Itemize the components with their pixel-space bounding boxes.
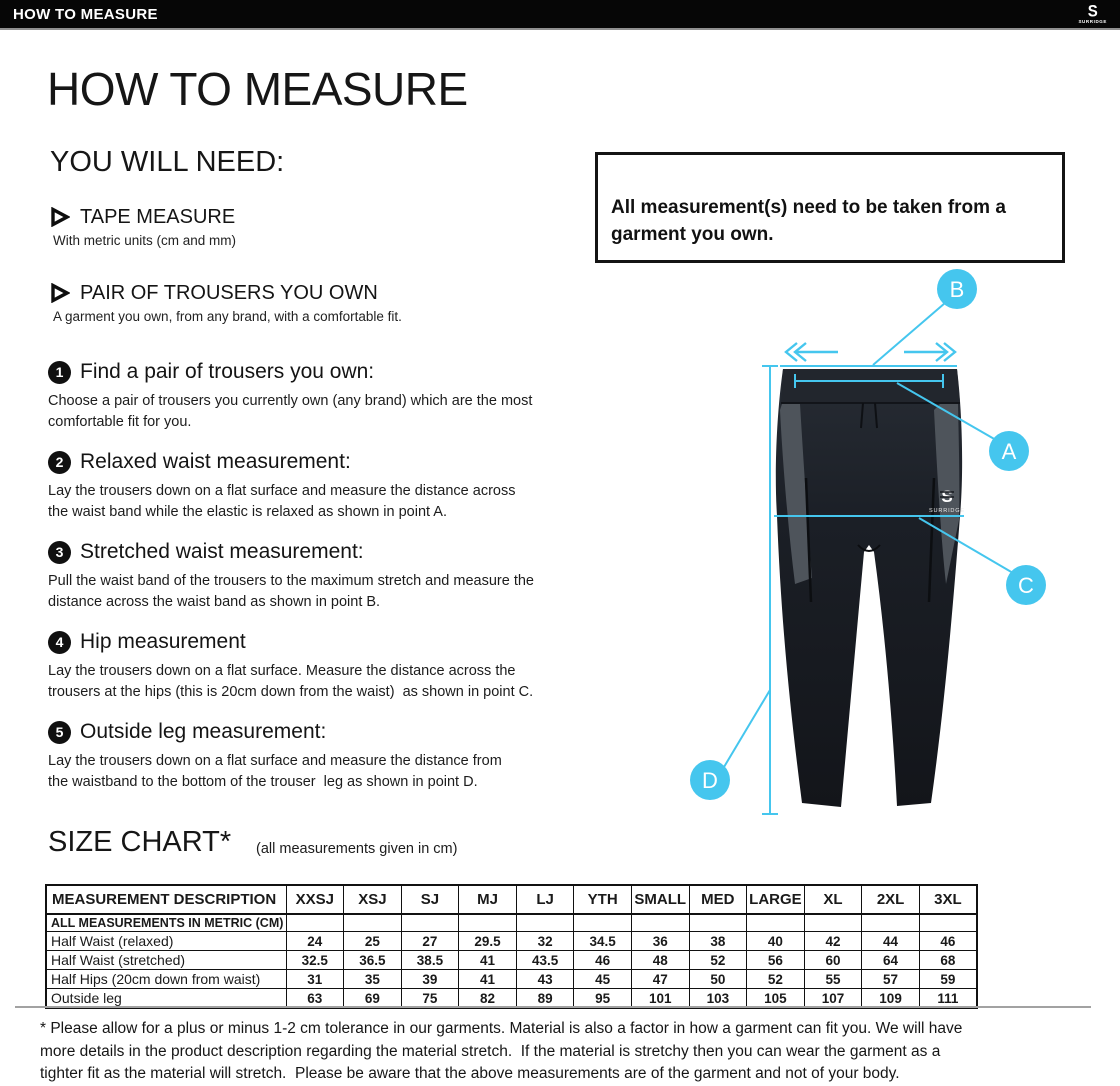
column-header: LJ <box>515 884 575 915</box>
column-header: XSJ <box>343 884 402 915</box>
leader-line-d <box>723 689 771 768</box>
footer-line: tighter fit as the material will stretch… <box>40 1065 900 1082</box>
step-item: 5 Outside leg measurement: Lay the trous… <box>48 718 633 793</box>
steps-list: 1 Find a pair of trousers you own: Choos… <box>48 358 633 808</box>
play-triangle-icon <box>51 283 70 303</box>
step-heading: Relaxed waist measurement: <box>80 450 351 473</box>
trousers-silhouette <box>775 369 963 807</box>
need-label: PAIR OF TROUSERS YOU OWN <box>80 281 378 304</box>
column-header: SMALL <box>630 884 690 915</box>
top-bar-title: HOW TO MEASURE <box>13 5 158 23</box>
step-number-badge: 5 <box>48 720 71 744</box>
leader-line-a <box>896 382 997 441</box>
play-triangle-icon <box>51 207 70 227</box>
table-row: Half Waist (relaxed) 24 25 27 29.5 32 34.5 36 38… <box>45 931 978 951</box>
surridge-s-icon: S <box>1087 1 1098 21</box>
surridge-logo: S SURRIDGE <box>1078 1 1107 25</box>
step-number-badge: 4 <box>48 630 71 654</box>
column-header: MED <box>688 884 748 915</box>
step-number-badge: 2 <box>48 450 71 474</box>
table-row: Outside leg 63 69 75 82 89 95 101 103 105 107 109 11… <box>45 988 978 1009</box>
need-item: TAPE MEASURE With metric units (cm and m… <box>50 205 610 248</box>
column-header: 2XL <box>861 884 920 915</box>
step-item: 3 Stretched waist measurement: Pull the … <box>48 538 633 613</box>
point-label: D <box>702 768 718 793</box>
need-description: With metric units (cm and mm) <box>53 233 237 248</box>
page-title: HOW TO MEASURE <box>47 63 468 115</box>
pants-brand-logo: S SURRIDGE <box>929 487 965 514</box>
measure-line-a <box>794 374 944 388</box>
point-circle-a: A <box>989 431 1029 471</box>
step-heading: Hip measurement <box>80 630 246 653</box>
need-description: A garment you own, from any brand, with … <box>53 309 402 324</box>
measure-line-d <box>762 365 778 815</box>
leader-line-b <box>872 302 946 366</box>
point-circle-b: B <box>937 269 977 309</box>
point-label: C <box>1018 573 1034 598</box>
step-description: Lay the trousers down on a flat surface … <box>48 483 516 520</box>
footer-line: more details in the product description … <box>40 1042 941 1060</box>
step-item: 4 Hip measurement Lay the trousers down … <box>48 628 633 703</box>
size-chart-heading: SIZE CHART* <box>48 826 232 858</box>
trousers-diagram: S SURRIDGE <box>690 255 1080 855</box>
header-row: MEASUREMENT DESCRIPTION XXSJ XSJ SJ MJ LJ YTH S… <box>45 884 978 915</box>
need-label: TAPE MEASURE <box>80 205 236 228</box>
surridge-logo-text: SURRIDGE <box>1078 18 1107 24</box>
step-item: 2 Relaxed waist measurement: Lay the tro… <box>48 448 633 523</box>
needs-list: TAPE MEASURE With metric units (cm and m… <box>50 205 610 357</box>
step-heading: Outside leg measurement: <box>80 720 327 743</box>
step-description: Choose a pair of trousers you currently … <box>48 393 533 430</box>
step-description: Lay the trousers down on a flat surface.… <box>48 663 534 700</box>
divider-rule <box>15 1006 1091 1008</box>
column-header: MJ <box>458 884 517 915</box>
drawcord <box>860 402 878 429</box>
table-row: Half Hips (20cm down from waist) 31 35 39 41… <box>45 969 978 989</box>
column-header: YTH <box>573 884 632 915</box>
stretch-arrows-icon <box>784 342 957 362</box>
column-header: XXSJ <box>285 884 345 915</box>
you-will-need-heading: YOU WILL NEED: <box>50 146 285 178</box>
top-bar: HOW TO MEASURE S SURRIDGE <box>0 0 1120 30</box>
need-item: PAIR OF TROUSERS YOU OWN A garment you o… <box>50 281 610 324</box>
step-description: Pull the waist band of the trousers to t… <box>48 573 534 610</box>
point-circle-d: D <box>690 760 730 800</box>
column-header: 3XL <box>918 884 978 915</box>
step-item: 1 Find a pair of trousers you own: Choos… <box>48 358 633 433</box>
point-label: B <box>950 277 965 302</box>
column-header: MEASUREMENT DESCRIPTION <box>45 884 287 915</box>
pocket-zip-left <box>804 477 813 603</box>
size-chart-table: MEASUREMENT DESCRIPTION XXSJ XSJ SJ MJ LJ YTH S… <box>45 884 978 1009</box>
step-heading: Find a pair of trousers you own: <box>80 360 375 383</box>
side-panel-left <box>780 404 812 584</box>
crotch-seam <box>857 544 881 552</box>
column-header: XL <box>803 884 863 915</box>
column-header: SJ <box>400 884 460 915</box>
footer-disclaimer: * Please allow for a plus or minus 1-2 c… <box>40 1018 1110 1086</box>
footer-line: * Please allow for a plus or minus 1-2 c… <box>40 1020 963 1037</box>
step-heading: Stretched waist measurement: <box>80 540 364 563</box>
trousers-graphic: S SURRIDGE <box>690 269 1046 815</box>
note-text: All measurement(s) need to be taken from… <box>611 197 1006 245</box>
size-chart-subtitle: (all measurements given in cm) <box>256 841 458 857</box>
point-circle-c: C <box>1006 565 1046 605</box>
pocket-zip-right <box>927 477 936 603</box>
metric-note-row: ALL MEASUREMENTS IN METRIC (CM) <box>45 913 978 932</box>
point-label: A <box>1002 439 1017 464</box>
leader-line-c <box>918 517 1014 574</box>
step-number-badge: 3 <box>48 540 71 564</box>
step-description: Lay the trousers down on a flat surface … <box>48 753 502 790</box>
note-box: All measurement(s) need to be taken from… <box>595 152 1065 263</box>
column-header: LARGE <box>746 884 805 915</box>
waistband <box>781 369 960 403</box>
step-number-badge: 1 <box>48 360 71 384</box>
svg-text:SURRIDGE: SURRIDGE <box>929 508 965 514</box>
table-row: Half Waist (stretched) 32.5 36.5 38.5 41 43.5… <box>45 950 978 970</box>
